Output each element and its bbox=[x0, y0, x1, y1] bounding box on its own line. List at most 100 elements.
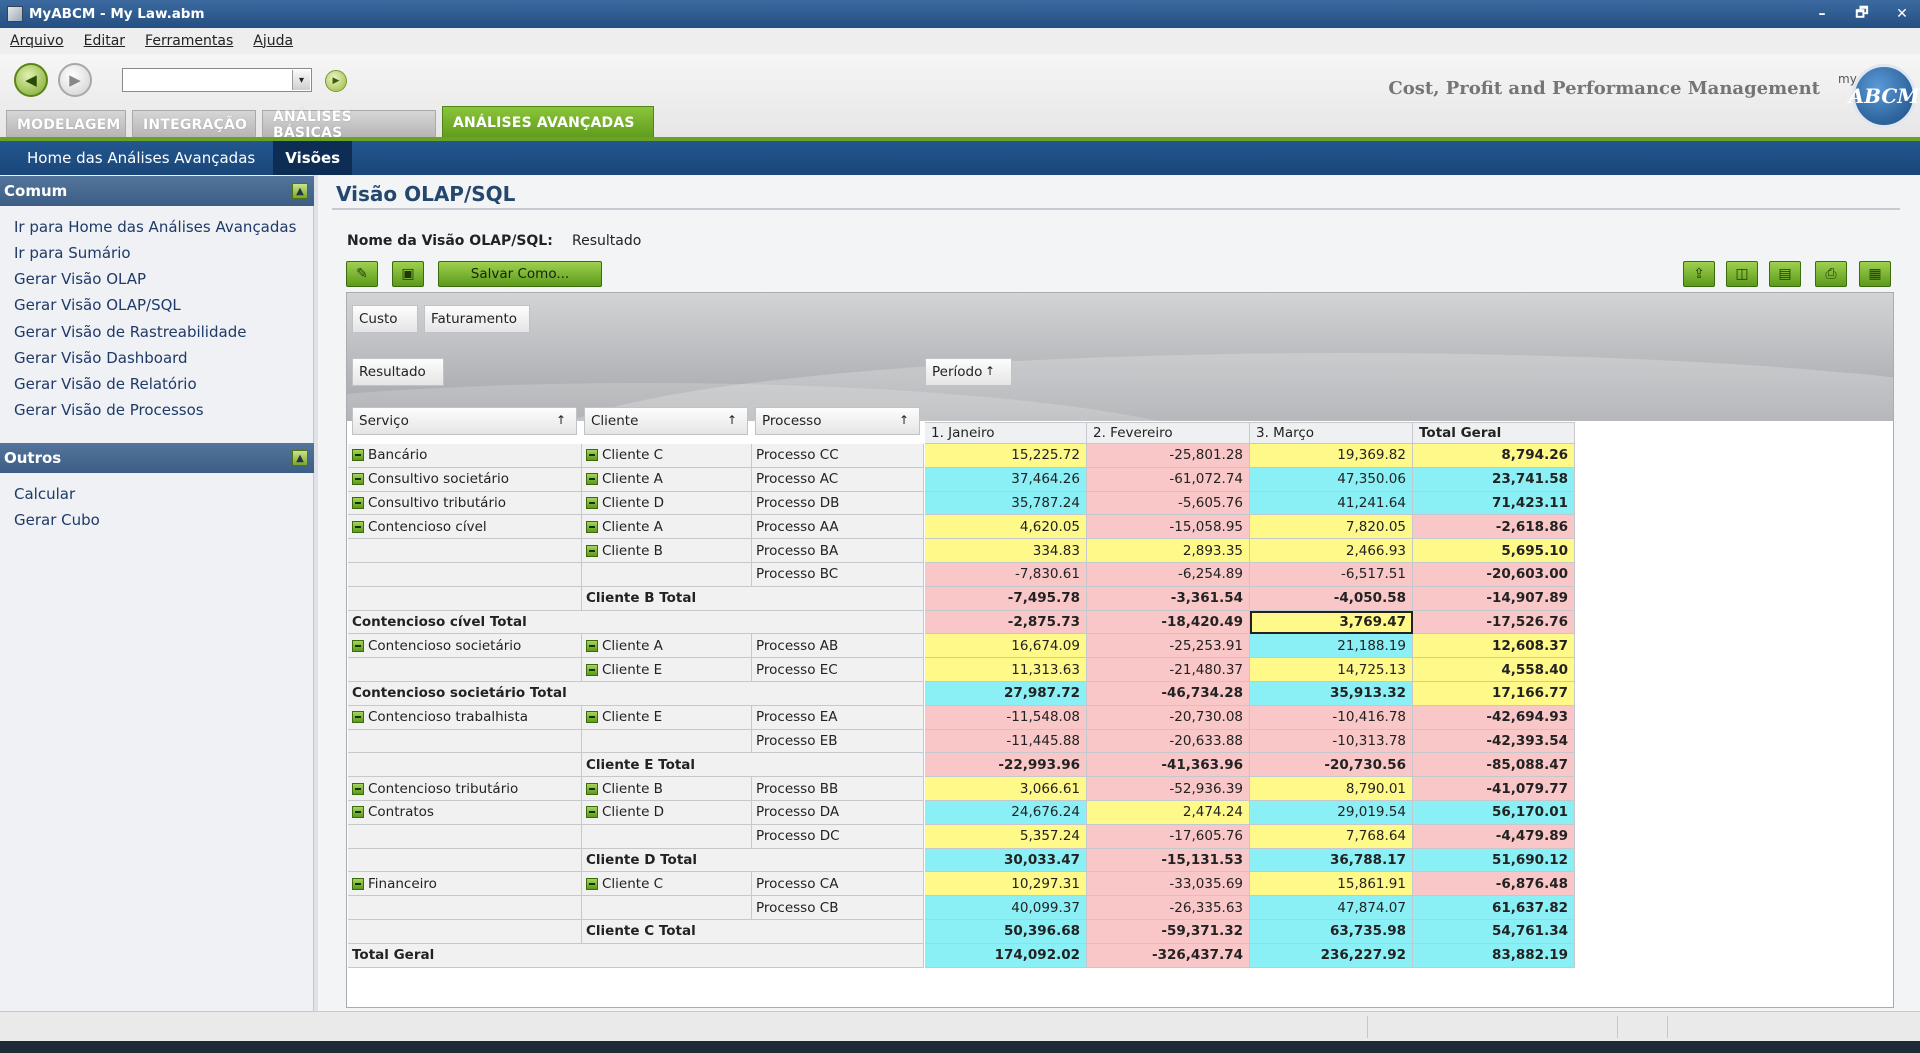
value-cell[interactable]: 50,396.68 bbox=[925, 920, 1087, 944]
edit-button[interactable]: ✎ bbox=[346, 261, 378, 287]
value-cell[interactable]: 3,769.47 bbox=[1250, 610, 1413, 635]
collapse-icon[interactable] bbox=[586, 639, 598, 652]
collapse-icon[interactable] bbox=[586, 544, 598, 557]
value-cell[interactable]: -21,480.37 bbox=[1087, 658, 1250, 682]
chevron-down-icon[interactable]: ▾ bbox=[292, 70, 310, 90]
value-cell[interactable]: 61,637.82 bbox=[1413, 896, 1575, 920]
value-cell[interactable]: 83,882.19 bbox=[1413, 943, 1575, 968]
value-cell[interactable]: -14,907.89 bbox=[1413, 586, 1575, 611]
client-cell[interactable]: Cliente B bbox=[582, 539, 752, 563]
client-cell[interactable]: Cliente E bbox=[582, 658, 752, 682]
value-cell[interactable]: 56,170.01 bbox=[1413, 801, 1575, 825]
service-cell[interactable]: Consultivo tributário bbox=[348, 491, 582, 516]
client-cell[interactable]: Cliente D bbox=[582, 491, 752, 516]
value-cell[interactable]: 47,874.07 bbox=[1250, 896, 1413, 920]
sidebar-link[interactable]: Gerar Visão de Rastreabilidade bbox=[14, 323, 247, 341]
value-cell[interactable]: 16,674.09 bbox=[925, 634, 1087, 659]
value-cell[interactable]: -7,495.78 bbox=[925, 586, 1087, 611]
menu-arquivo[interactable]: Arquivo bbox=[10, 33, 64, 49]
value-cell[interactable]: 24,676.24 bbox=[925, 801, 1087, 825]
value-cell[interactable]: -25,253.91 bbox=[1087, 634, 1250, 659]
column-header[interactable]: 1. Janeiro bbox=[925, 422, 1087, 444]
value-cell[interactable]: 41,241.64 bbox=[1250, 491, 1413, 516]
row-field-processo[interactable]: Processo ↑ bbox=[755, 407, 920, 435]
value-cell[interactable]: -2,618.86 bbox=[1413, 515, 1575, 540]
columns-button[interactable]: ◫ bbox=[1726, 261, 1758, 287]
value-cell[interactable]: -15,058.95 bbox=[1087, 515, 1250, 540]
value-cell[interactable]: 30,033.47 bbox=[925, 848, 1087, 873]
value-cell[interactable]: 4,620.05 bbox=[925, 515, 1087, 540]
subnav-home-analises-avancadas[interactable]: Home das Análises Avançadas bbox=[27, 149, 256, 167]
subnav-visoes[interactable]: Visões bbox=[273, 141, 353, 175]
value-cell[interactable]: -6,254.89 bbox=[1087, 563, 1250, 587]
close-button[interactable]: ✕ bbox=[1896, 6, 1908, 22]
tab-modelagem[interactable]: MODELAGEM bbox=[6, 110, 126, 138]
tab-analises-avancadas[interactable]: ANÁLISES AVANÇADAS bbox=[442, 106, 654, 138]
value-cell[interactable]: -20,633.88 bbox=[1087, 729, 1250, 754]
value-cell[interactable]: -42,393.54 bbox=[1413, 729, 1575, 754]
filter-field-faturamento[interactable]: Faturamento bbox=[424, 305, 530, 333]
table-button[interactable]: ▤ bbox=[1769, 261, 1801, 287]
minimize-button[interactable]: – bbox=[1818, 6, 1826, 22]
value-cell[interactable]: 2,474.24 bbox=[1087, 801, 1250, 825]
value-cell[interactable]: 35,787.24 bbox=[925, 491, 1087, 516]
value-cell[interactable]: -4,050.58 bbox=[1250, 586, 1413, 611]
value-cell[interactable]: -17,605.76 bbox=[1087, 824, 1250, 849]
value-cell[interactable]: 5,695.10 bbox=[1413, 539, 1575, 563]
client-cell[interactable]: Cliente C bbox=[582, 872, 752, 897]
value-cell[interactable]: 17,166.77 bbox=[1413, 682, 1575, 706]
collapse-icon[interactable] bbox=[586, 877, 598, 890]
value-cell[interactable]: 63,735.98 bbox=[1250, 920, 1413, 944]
collapse-icon[interactable] bbox=[586, 473, 598, 486]
save-as-button[interactable]: Salvar Como... bbox=[438, 261, 602, 287]
data-field-resultado[interactable]: Resultado bbox=[352, 358, 444, 386]
value-cell[interactable]: 8,794.26 bbox=[1413, 444, 1575, 468]
tab-analises-basicas[interactable]: ANÁLISES BÁSICAS bbox=[262, 109, 436, 141]
value-cell[interactable]: 27,987.72 bbox=[925, 682, 1087, 706]
row-field-servico[interactable]: Serviço ↑ bbox=[352, 407, 577, 435]
value-cell[interactable]: 19,369.82 bbox=[1250, 444, 1413, 468]
value-cell[interactable]: 29,019.54 bbox=[1250, 801, 1413, 825]
navigation-combo[interactable]: ▾ bbox=[122, 68, 312, 92]
tab-integracao[interactable]: INTEGRAÇÃO bbox=[132, 110, 256, 138]
sidebar-section-outros[interactable]: Outros ▲ bbox=[0, 443, 314, 473]
collapse-icon[interactable] bbox=[586, 449, 598, 462]
collapse-icon[interactable] bbox=[352, 782, 364, 795]
value-cell[interactable]: -18,420.49 bbox=[1087, 610, 1250, 635]
back-button[interactable]: ◀ bbox=[14, 63, 48, 97]
print-button[interactable]: ⎙ bbox=[1815, 261, 1847, 287]
row-field-cliente[interactable]: Cliente ↑ bbox=[584, 407, 748, 435]
sidebar-splitter[interactable] bbox=[314, 175, 318, 1011]
value-cell[interactable]: -20,603.00 bbox=[1413, 563, 1575, 587]
value-cell[interactable]: -10,416.78 bbox=[1250, 705, 1413, 730]
export-button[interactable]: ⇪ bbox=[1683, 261, 1715, 287]
value-cell[interactable]: -15,131.53 bbox=[1087, 848, 1250, 873]
value-cell[interactable]: -4,479.89 bbox=[1413, 824, 1575, 849]
column-header[interactable]: 3. Março bbox=[1250, 422, 1413, 444]
value-cell[interactable]: 12,608.37 bbox=[1413, 634, 1575, 659]
menu-editar[interactable]: Editar bbox=[83, 33, 126, 49]
value-cell[interactable]: 8,790.01 bbox=[1250, 777, 1413, 801]
value-cell[interactable]: -41,363.96 bbox=[1087, 753, 1250, 778]
sidebar-link[interactable]: Ir para Sumário bbox=[14, 244, 131, 262]
value-cell[interactable]: 54,761.34 bbox=[1413, 920, 1575, 944]
grid-button[interactable]: ▦ bbox=[1859, 261, 1891, 287]
value-cell[interactable]: 4,558.40 bbox=[1413, 658, 1575, 682]
value-cell[interactable]: -6,517.51 bbox=[1250, 563, 1413, 587]
value-cell[interactable]: 15,861.91 bbox=[1250, 872, 1413, 897]
collapse-icon[interactable] bbox=[352, 639, 364, 652]
value-cell[interactable]: 40,099.37 bbox=[925, 896, 1087, 920]
service-cell[interactable]: Contencioso societário bbox=[348, 634, 582, 659]
value-cell[interactable]: -52,936.39 bbox=[1087, 777, 1250, 801]
collapse-icon[interactable]: ▲ bbox=[292, 183, 308, 199]
value-cell[interactable]: -7,830.61 bbox=[925, 563, 1087, 587]
collapse-icon[interactable] bbox=[352, 877, 364, 890]
value-cell[interactable]: -2,875.73 bbox=[925, 610, 1087, 635]
service-cell[interactable]: Contencioso tributário bbox=[348, 777, 582, 801]
value-cell[interactable]: 47,350.06 bbox=[1250, 467, 1413, 492]
value-cell[interactable]: -20,730.56 bbox=[1250, 753, 1413, 778]
collapse-icon[interactable] bbox=[586, 782, 598, 795]
value-cell[interactable]: 36,788.17 bbox=[1250, 848, 1413, 873]
value-cell[interactable]: -11,445.88 bbox=[925, 729, 1087, 754]
sidebar-section-comum[interactable]: Comum ▲ bbox=[0, 176, 314, 206]
